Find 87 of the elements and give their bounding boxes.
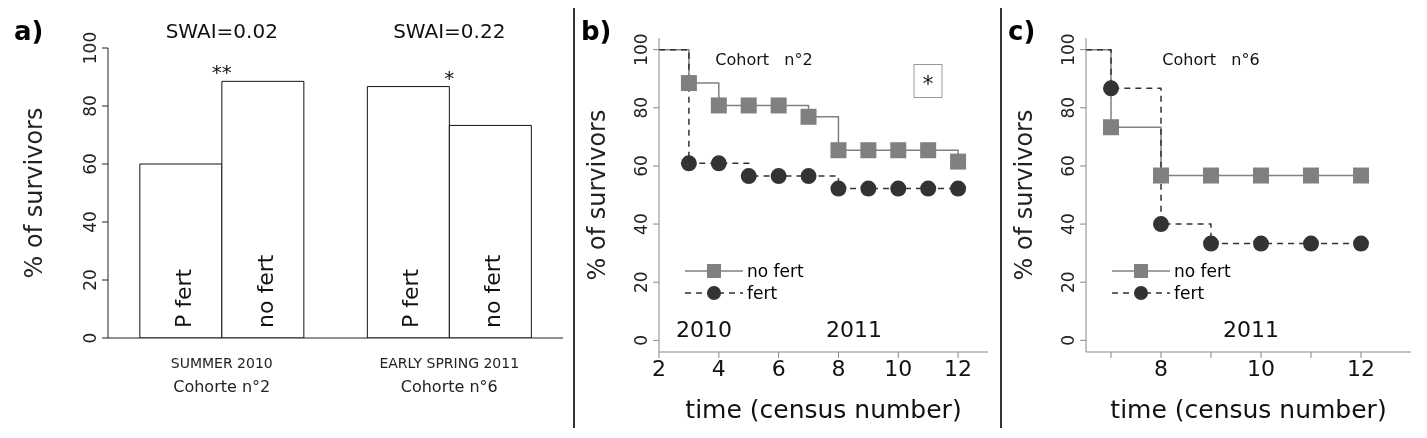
point	[1303, 235, 1319, 252]
text: P fert	[398, 268, 424, 328]
point	[920, 142, 937, 159]
point	[1353, 235, 1369, 252]
point	[830, 142, 847, 159]
x-tick-label: 8	[1154, 355, 1168, 381]
y-tick-label: 0	[1058, 334, 1078, 346]
y-tick-label: 100	[631, 33, 651, 66]
annotation: 2010	[676, 317, 732, 342]
y-tick-label: 20	[631, 271, 651, 294]
point	[800, 108, 817, 125]
y-tick-label: 40	[631, 213, 651, 235]
y-tick-label: 60	[80, 153, 100, 175]
text: SWAI=0.22	[393, 19, 506, 43]
point	[950, 153, 967, 170]
point	[1203, 235, 1219, 252]
annotation: *	[444, 65, 455, 90]
x-tick-label: SUMMER 2010 Cohorte n°2	[170, 355, 273, 396]
point	[680, 75, 697, 92]
legend-label: fert	[747, 283, 778, 303]
point	[770, 168, 787, 185]
point	[950, 180, 967, 197]
chart-title: a)	[14, 16, 44, 46]
point	[1253, 167, 1269, 184]
point	[1153, 216, 1169, 233]
point	[890, 142, 907, 159]
x-axis-title: time (census number)	[1110, 395, 1387, 424]
y-tick-label: 100	[1058, 33, 1078, 66]
y-tick-label: 0	[631, 334, 651, 346]
y-tick-label: 100	[80, 31, 100, 65]
x-tick-label: 12	[1347, 355, 1375, 381]
y-tick-label: 20	[1058, 271, 1078, 294]
point	[920, 180, 937, 197]
y-axis-title: % of survivors	[19, 107, 48, 279]
series-label: P fert	[170, 268, 196, 328]
y-tick-label: 40	[1058, 213, 1078, 235]
x-tick-label: EARLY SPRING 2011 Cohorte n°6	[379, 355, 520, 396]
point	[860, 180, 877, 197]
point	[1353, 167, 1369, 184]
point	[830, 180, 847, 197]
y-tick-label: 20	[80, 269, 100, 291]
annotation: 2011	[826, 317, 882, 342]
text: SWAI=0.02	[165, 19, 278, 43]
y-tick-label: 80	[631, 96, 651, 119]
text: no fert	[480, 254, 506, 328]
point	[1103, 80, 1119, 97]
point	[890, 180, 907, 197]
x-tick-label: 10	[1247, 355, 1275, 381]
x-tick-label: 8	[831, 355, 846, 381]
series-label: no fert	[252, 254, 278, 328]
y-tick-label: 60	[1058, 155, 1078, 177]
annotation: 2011	[1223, 317, 1279, 342]
x-tick-label: 4	[711, 355, 726, 381]
point	[1303, 167, 1319, 184]
point	[710, 155, 727, 172]
y-tick-label: 0	[80, 332, 100, 344]
point	[740, 97, 757, 114]
point	[1153, 167, 1169, 184]
point	[1253, 235, 1269, 252]
x-tick-label: 6	[771, 355, 786, 381]
y-axis-title: % of survivors	[582, 109, 611, 281]
annotation: Cohort n°6	[1162, 50, 1260, 69]
point	[1203, 167, 1219, 184]
point	[800, 168, 817, 185]
y-tick-label: 80	[1058, 96, 1078, 119]
legend-label: fert	[1174, 283, 1205, 303]
chart-title: b)	[581, 16, 612, 46]
y-axis-title: % of survivors	[1009, 109, 1038, 281]
point	[680, 155, 697, 172]
point	[770, 97, 787, 114]
y-tick-label: 60	[631, 155, 651, 177]
x-axis-title: time (census number)	[685, 395, 962, 424]
legend-label: no fert	[747, 261, 804, 281]
annotation: Cohort n°2	[715, 50, 813, 69]
x-tick-label: 10	[884, 355, 913, 381]
point	[710, 97, 727, 114]
chart-title: c)	[1008, 16, 1036, 46]
y-tick-label: 40	[80, 211, 100, 233]
point	[740, 168, 757, 185]
x-tick-label: 2	[652, 355, 666, 381]
x-tick-label: 12	[944, 355, 973, 381]
point	[1103, 119, 1119, 136]
y-tick-label: 80	[80, 95, 100, 117]
point	[860, 142, 877, 159]
annotation: **	[211, 60, 232, 85]
legend-label: no fert	[1174, 261, 1231, 281]
annotation: *	[913, 64, 943, 98]
